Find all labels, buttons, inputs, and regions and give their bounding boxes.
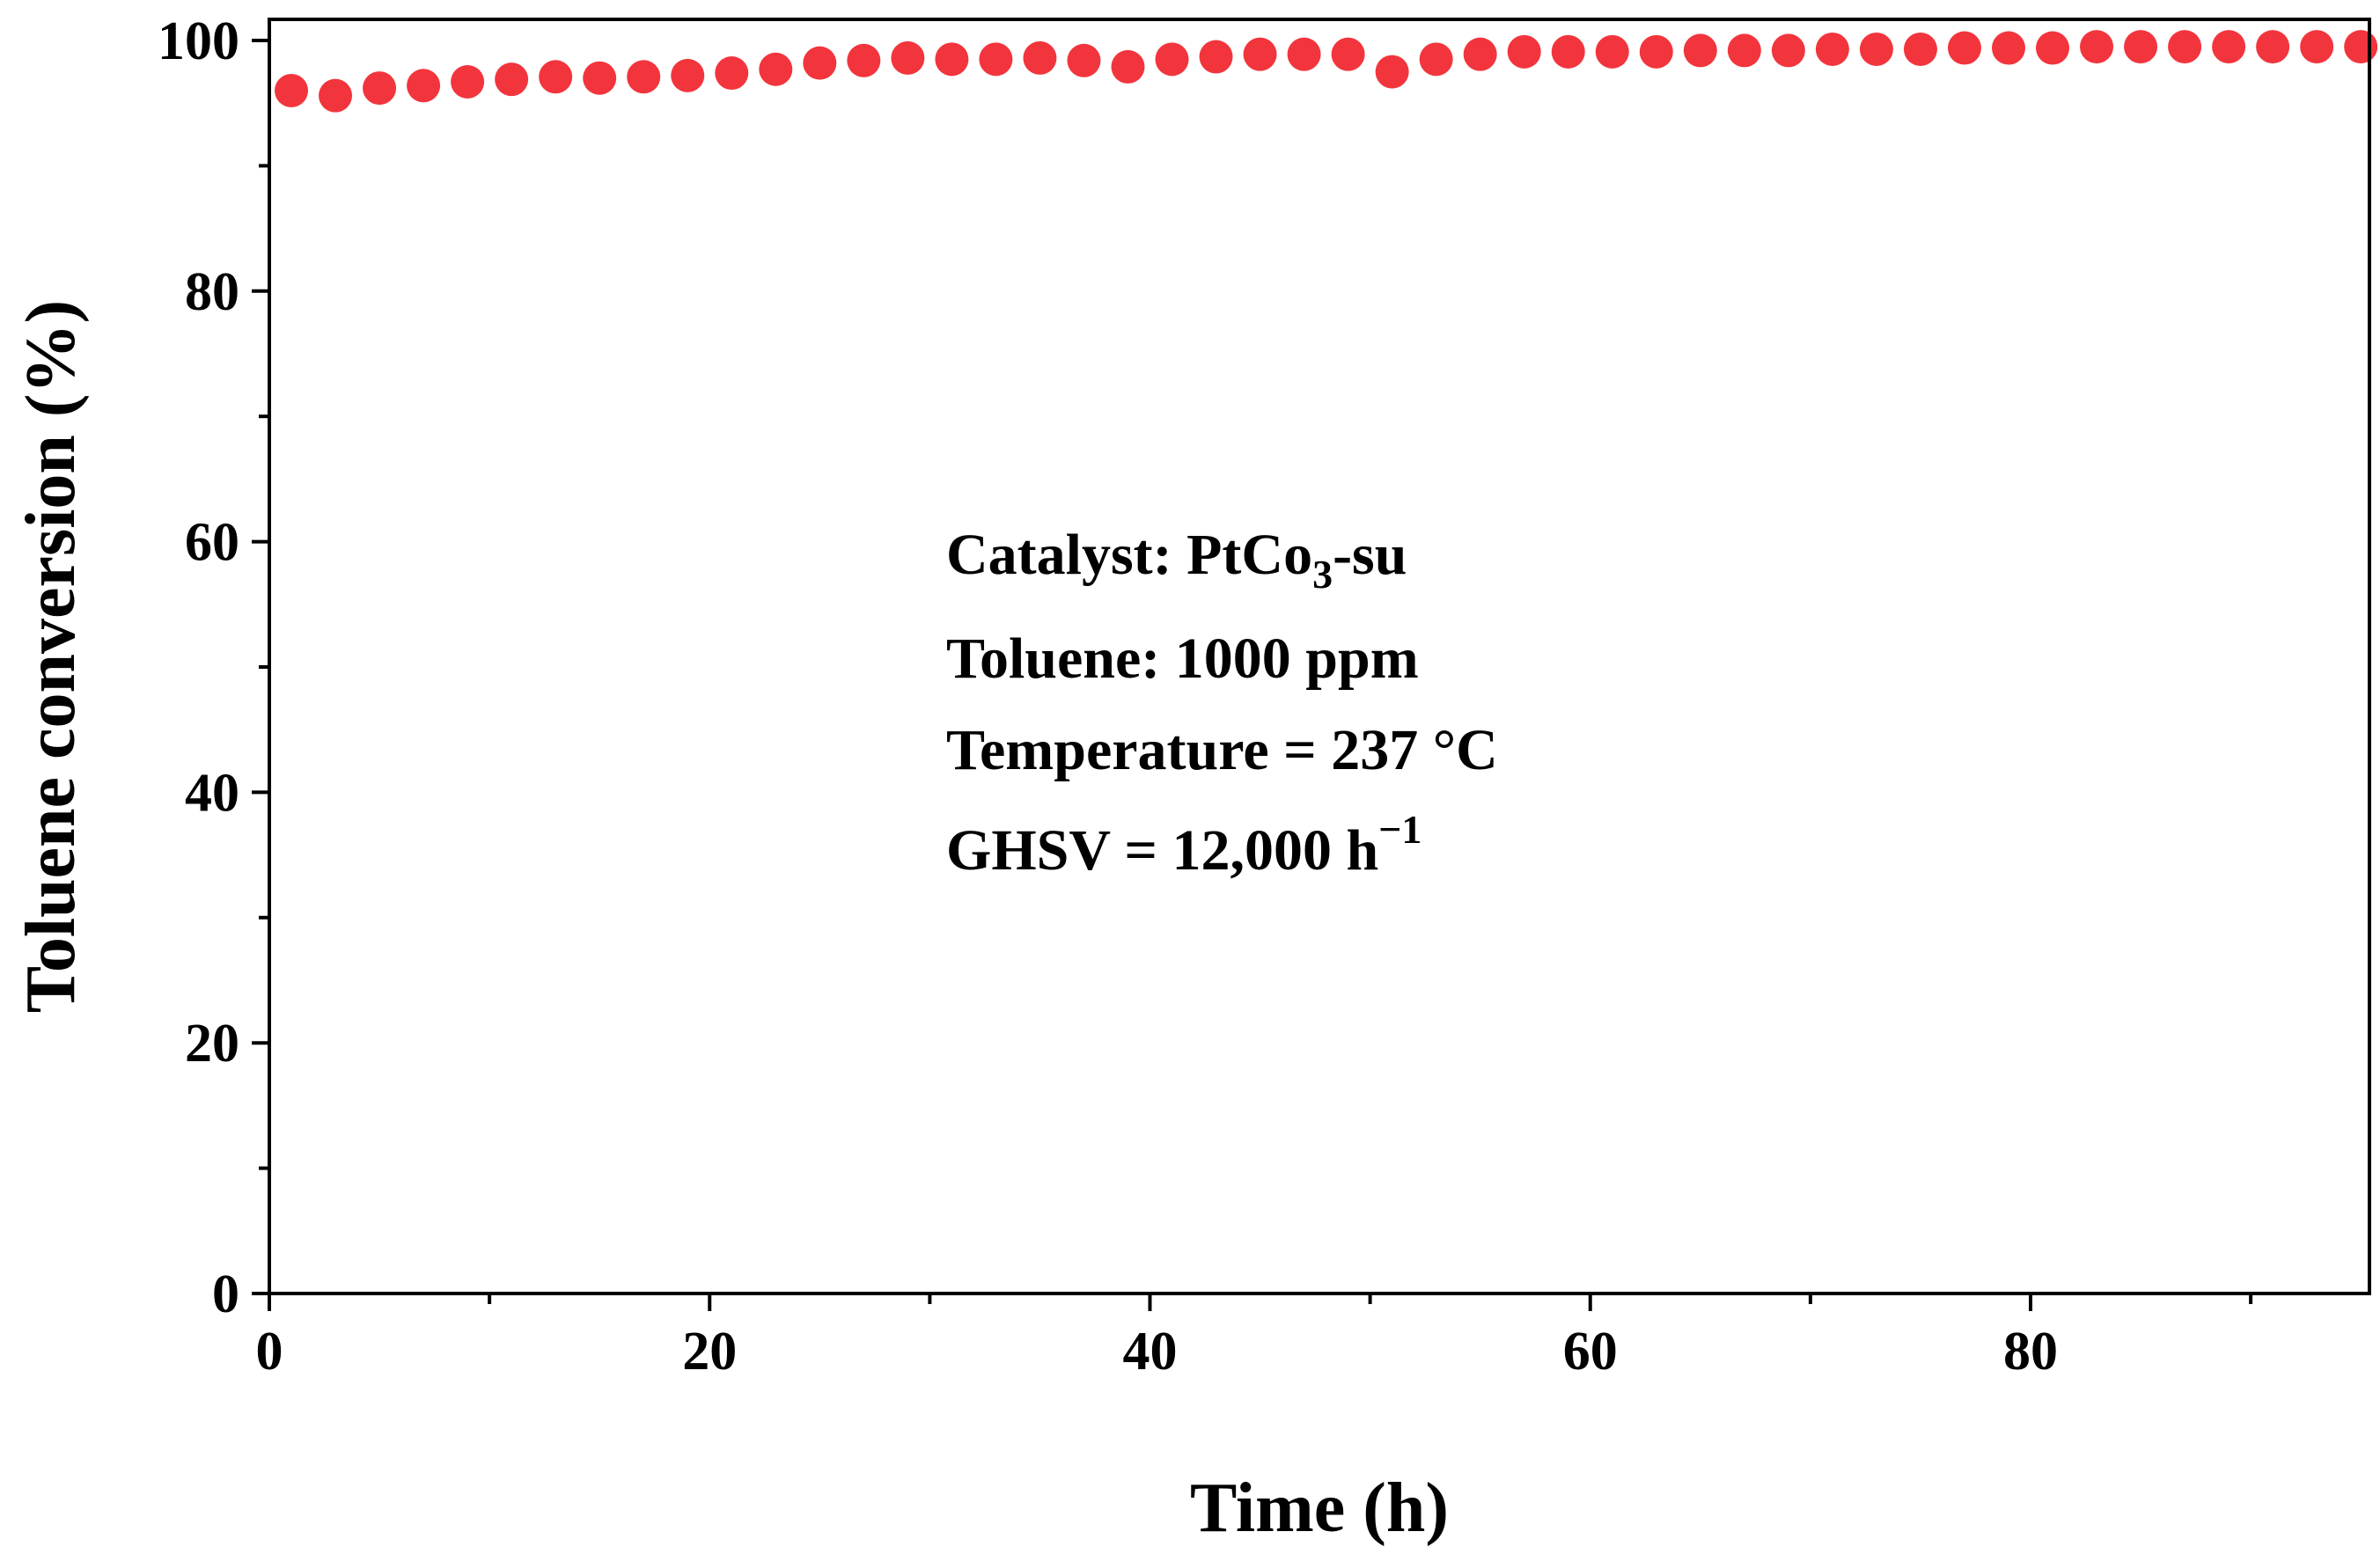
- data-point: [1067, 43, 1101, 77]
- data-point: [1375, 55, 1409, 89]
- data-point: [891, 40, 925, 75]
- data-point: [451, 64, 485, 99]
- data-point: [1727, 33, 1761, 68]
- data-point: [275, 73, 309, 107]
- data-point: [363, 71, 397, 106]
- data-point: [759, 52, 793, 86]
- data-point: [1815, 32, 1849, 66]
- data-point: [1463, 37, 1497, 71]
- annotation-temperature: Temperature = 237 °C: [946, 718, 1498, 782]
- y-tick-label: 60: [185, 513, 239, 573]
- data-point: [407, 69, 441, 103]
- data-point: [979, 42, 1013, 77]
- annotation-block: Catalyst: PtCo3-su Toluene: 1000 ppm Tem…: [946, 523, 1498, 883]
- data-point: [1331, 37, 1365, 71]
- annotation-toluene: Toluene: 1000 ppm: [946, 627, 1419, 691]
- data-point: [539, 60, 573, 94]
- data-point: [1111, 49, 1145, 84]
- data-point: [715, 56, 749, 91]
- data-point: [319, 78, 353, 113]
- data-point: [1595, 34, 1629, 69]
- x-tick-label: 80: [2003, 1322, 2058, 1381]
- data-points: [275, 30, 2378, 113]
- data-point: [627, 60, 661, 94]
- data-point: [1639, 34, 1673, 69]
- x-axis-label: Time (h): [1190, 1469, 1449, 1547]
- data-point: [1419, 42, 1453, 77]
- data-point: [1023, 40, 1057, 75]
- data-point: [2300, 30, 2334, 64]
- data-point: [2344, 30, 2378, 64]
- y-tick-label: 20: [185, 1014, 239, 1074]
- data-point: [1947, 31, 1981, 65]
- data-point: [1155, 42, 1189, 77]
- data-point: [2080, 30, 2114, 64]
- data-point: [1771, 33, 1805, 68]
- y-tick-label: 0: [212, 1264, 239, 1324]
- data-point: [1903, 32, 1937, 66]
- data-point: [803, 46, 837, 80]
- data-point: [495, 62, 529, 97]
- data-point: [935, 42, 969, 77]
- data-point: [583, 61, 617, 95]
- y-tick-label: 80: [185, 262, 239, 322]
- data-point: [1859, 32, 1893, 66]
- data-point: [2036, 31, 2070, 65]
- x-tick-label: 40: [1123, 1322, 1178, 1381]
- plot-frame: [268, 18, 2371, 1295]
- y-axis-label: Toluene conversion (%): [12, 300, 90, 1013]
- x-tick-label: 0: [256, 1322, 283, 1381]
- data-point: [2168, 30, 2202, 64]
- data-point: [2212, 30, 2246, 64]
- x-tick-label: 60: [1563, 1322, 1618, 1381]
- data-point: [1683, 33, 1717, 68]
- data-point: [1991, 31, 2025, 65]
- data-point: [671, 58, 705, 92]
- annotation-catalyst: Catalyst: PtCo3-su: [946, 523, 1407, 597]
- x-tick-label: 20: [682, 1322, 737, 1381]
- annotation-ghsv-superscript: −1: [1378, 807, 1421, 852]
- y-tick-label: 40: [185, 763, 239, 823]
- data-point: [1287, 37, 1321, 71]
- annotation-catalyst-subscript: 3: [1312, 552, 1333, 597]
- y-tick-label: 100: [158, 11, 239, 71]
- data-point: [847, 43, 881, 77]
- data-point: [2256, 30, 2290, 64]
- data-point: [1199, 40, 1233, 74]
- axis-ticks: 0 20 40 60 80 100 0 20 40 60 80: [158, 11, 2253, 1381]
- data-point: [1243, 37, 1277, 71]
- data-point: [1551, 34, 1585, 69]
- data-point: [2124, 30, 2158, 64]
- data-point: [1507, 34, 1541, 69]
- annotation-ghsv: GHSV = 12,000 h−1: [946, 807, 1421, 883]
